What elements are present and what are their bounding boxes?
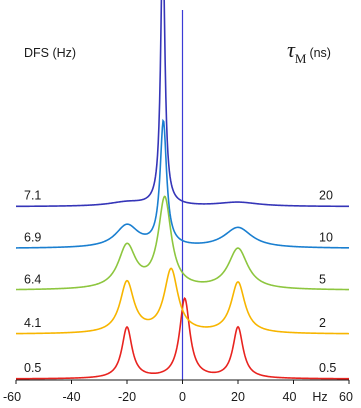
x-tick-label: 60 xyxy=(339,390,353,404)
spectrum-line-0 xyxy=(16,296,350,380)
x-tick-label: -40 xyxy=(62,390,80,404)
series-labels-group: 0.5 0.5 4.1 2 6.4 5 6.9 10 7.1 20 xyxy=(24,189,336,375)
tau-header: τM (ns) xyxy=(287,37,331,66)
tau-label: 5 xyxy=(319,272,326,286)
tau-unit: (ns) xyxy=(309,46,331,60)
tau-symbol: τ xyxy=(287,37,296,62)
x-tick-label: 0 xyxy=(179,390,186,404)
tau-label: 2 xyxy=(319,316,326,330)
spectrum-line-1 xyxy=(16,267,349,335)
x-tick-label: 20 xyxy=(231,390,245,404)
x-tick-label: -60 xyxy=(3,390,21,404)
x-axis-unit-label: Hz xyxy=(312,390,327,404)
spectrum-line-4 xyxy=(16,0,349,208)
spectrum-line-3 xyxy=(16,118,350,249)
spectra-series-group xyxy=(15,0,350,380)
dfs-label: 4.1 xyxy=(24,316,41,330)
tau-label: 10 xyxy=(319,230,333,244)
dfs-label: 6.9 xyxy=(24,230,41,244)
tau-label: 0.5 xyxy=(319,361,336,375)
x-tick-label: -20 xyxy=(118,390,136,404)
spectrum-line-2 xyxy=(15,195,350,291)
x-tick-group: -60 -40 -20 0 20 40 60 xyxy=(3,380,353,404)
dfs-label: 0.5 xyxy=(24,361,41,375)
dfs-label: 7.1 xyxy=(24,189,41,203)
dfs-label: 6.4 xyxy=(24,272,41,286)
dfs-header: DFS (Hz) xyxy=(24,46,76,60)
x-tick-label: 40 xyxy=(283,390,297,404)
tau-label: 20 xyxy=(319,189,333,203)
tau-subscript: M xyxy=(295,51,307,66)
